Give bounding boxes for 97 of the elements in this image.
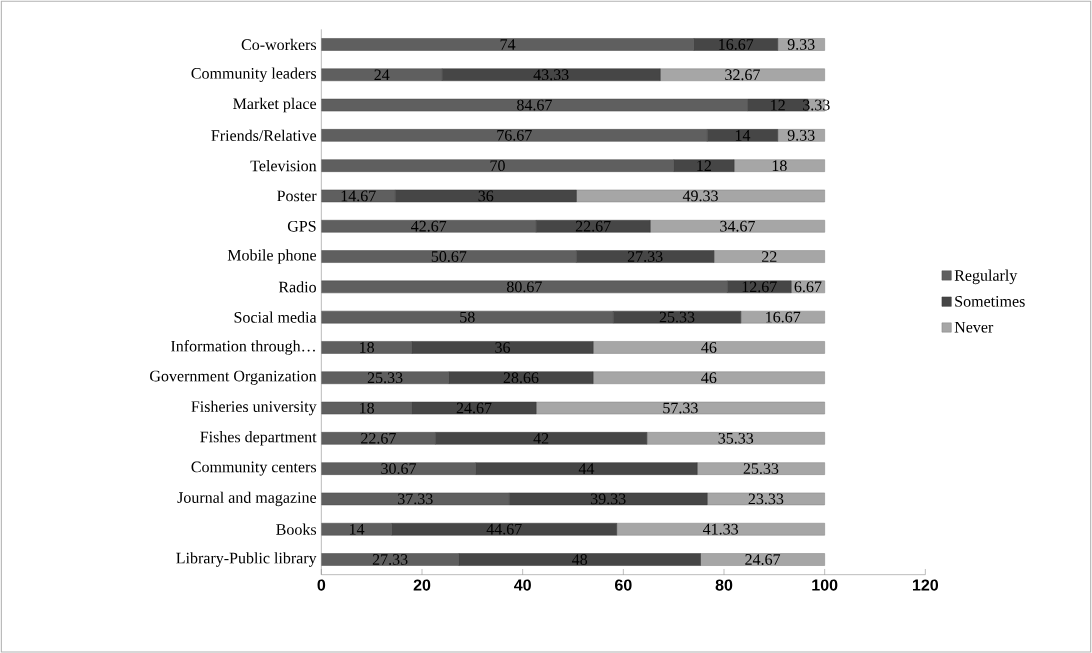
bar (592, 341, 825, 354)
bar (790, 280, 825, 293)
y-tick-label: Social media (234, 311, 317, 323)
data-label: 84.67 (517, 99, 552, 111)
data-label: 36 (495, 341, 511, 353)
data-label: 43.33 (533, 69, 569, 81)
legend-label: Regularly (954, 269, 1018, 284)
data-label: 39.33 (590, 493, 626, 505)
data-label: 42 (533, 432, 549, 444)
data-label: 28.66 (503, 372, 539, 384)
data-label: 16.67 (766, 311, 801, 323)
data-label: 24 (374, 69, 390, 80)
data-label: 24.67 (745, 553, 781, 565)
data-label: 22.67 (575, 220, 611, 232)
data-label: 9.33 (787, 129, 815, 141)
y-tick-label: Government Organization (150, 370, 317, 385)
data-label: 76.67 (497, 129, 532, 141)
data-label: 23.33 (748, 493, 784, 505)
data-label: 14.67 (341, 190, 376, 202)
data-label: 30.67 (381, 463, 417, 474)
data-label: 80.67 (506, 281, 542, 293)
bar (696, 462, 825, 475)
y-tick-label: Journal and magazine (177, 491, 317, 507)
bar (740, 310, 825, 324)
bar (592, 371, 825, 384)
x-tick-label: 120 (912, 579, 939, 591)
y-tick-label: Fishes department (200, 430, 317, 446)
y-tick-label: Co-workers (241, 38, 317, 50)
data-label: 25.33 (659, 311, 695, 323)
data-label: 12 (771, 99, 785, 111)
data-label: 36 (478, 190, 494, 202)
data-label: 70 (490, 160, 505, 171)
data-label: 22 (762, 251, 777, 262)
data-label: 18 (360, 341, 375, 353)
data-label: 27.33 (627, 250, 663, 262)
y-tick-label: Fisheries university (191, 400, 317, 416)
y-tick-label: Community centers (191, 461, 317, 476)
data-label: 25.33 (743, 463, 779, 474)
bar (706, 492, 825, 506)
x-tick-label: 20 (413, 579, 431, 591)
data-label: 32.67 (725, 69, 760, 81)
y-tick-label: Mobile phone (227, 249, 317, 264)
data-label: 16.67 (719, 38, 754, 50)
data-label: 44 (578, 463, 595, 474)
y-tick-label: Poster (277, 190, 317, 202)
x-tick-label: 80 (715, 579, 733, 591)
y-tick-label: Books (276, 523, 317, 535)
x-tick-label: 0 (317, 579, 326, 591)
bar (649, 219, 825, 233)
y-tick-label: Radio (278, 281, 317, 293)
bar (777, 128, 825, 142)
data-label: 57.33 (663, 402, 698, 414)
bar (646, 431, 825, 445)
y-tick-label: Information through… (171, 339, 315, 355)
y-tick-label: GPS (287, 220, 316, 232)
data-label: 34.67 (720, 220, 755, 232)
data-label: 48 (572, 553, 588, 565)
data-label: 14 (735, 129, 751, 141)
data-label: 46 (701, 341, 717, 353)
bar (733, 159, 825, 172)
data-label: 12 (697, 160, 711, 171)
y-tick-label: Market place (233, 97, 317, 113)
data-label: 49.33 (682, 190, 718, 202)
y-tick-label: Friends/Relative (211, 129, 317, 141)
bar (700, 553, 825, 566)
data-label: 41.33 (702, 523, 739, 535)
data-label: 12.67 (742, 281, 777, 293)
data-label: 18 (772, 160, 787, 171)
data-label: 22.67 (361, 432, 396, 444)
legend-label: Never (954, 321, 994, 333)
y-tick-label: Community leaders (191, 67, 317, 82)
data-label: 46 (701, 372, 717, 383)
data-label: 27.33 (372, 553, 408, 565)
data-label: 25.33 (367, 372, 403, 383)
bar (576, 189, 825, 203)
data-label: 44.67 (486, 523, 522, 535)
data-label: 58 (460, 311, 475, 323)
x-tick-label: 60 (615, 579, 632, 591)
bar (535, 401, 825, 415)
data-label: 74 (500, 39, 516, 50)
bar (659, 68, 825, 81)
data-label: 42.67 (411, 220, 447, 232)
data-label: 35.33 (718, 432, 754, 444)
data-label: 37.33 (398, 493, 433, 505)
y-tick-label: Library-Public library (176, 552, 317, 567)
x-tick-label: 100 (812, 579, 838, 591)
data-label: 14 (349, 523, 365, 535)
y-tick-label: Television (250, 159, 317, 172)
data-label: 9.33 (787, 38, 815, 50)
data-label: 50.67 (431, 250, 467, 262)
data-label: 18 (360, 402, 375, 414)
x-tick-label: 40 (514, 579, 531, 591)
bar (713, 250, 825, 263)
bar (616, 522, 825, 536)
legend-label: Sometimes (955, 295, 1025, 307)
data-label: 24.67 (456, 402, 492, 414)
data-label: 6.67 (794, 281, 822, 293)
